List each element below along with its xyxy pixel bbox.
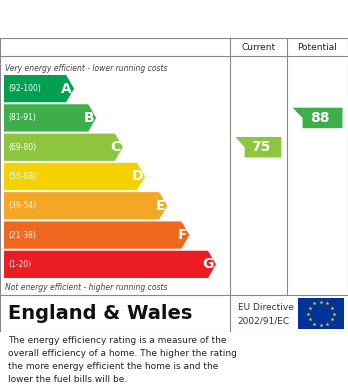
Text: A: A xyxy=(61,82,72,96)
Polygon shape xyxy=(4,251,216,278)
Text: 88: 88 xyxy=(310,111,330,125)
Text: (55-68): (55-68) xyxy=(8,172,36,181)
Text: Energy Efficiency Rating: Energy Efficiency Rating xyxy=(8,10,237,28)
Polygon shape xyxy=(4,163,145,190)
Text: England & Wales: England & Wales xyxy=(8,304,192,323)
Text: C: C xyxy=(111,140,121,154)
Polygon shape xyxy=(4,75,74,102)
Text: EU Directive: EU Directive xyxy=(238,303,294,312)
Polygon shape xyxy=(4,104,96,131)
Text: F: F xyxy=(178,228,187,242)
Text: Potential: Potential xyxy=(298,43,338,52)
Text: Current: Current xyxy=(241,43,276,52)
FancyBboxPatch shape xyxy=(298,298,344,329)
Polygon shape xyxy=(235,137,281,158)
Text: (81-91): (81-91) xyxy=(8,113,36,122)
Text: The energy efficiency rating is a measure of the
overall efficiency of a home. T: The energy efficiency rating is a measur… xyxy=(8,336,237,384)
Text: (69-80): (69-80) xyxy=(8,143,36,152)
Text: 2002/91/EC: 2002/91/EC xyxy=(238,316,290,325)
Text: 75: 75 xyxy=(251,140,270,154)
Text: Very energy efficient - lower running costs: Very energy efficient - lower running co… xyxy=(5,64,167,73)
Text: E: E xyxy=(156,199,165,213)
Polygon shape xyxy=(4,221,189,249)
Polygon shape xyxy=(4,192,167,219)
Text: (92-100): (92-100) xyxy=(8,84,41,93)
Text: G: G xyxy=(203,257,214,271)
Polygon shape xyxy=(293,108,342,128)
Text: (39-54): (39-54) xyxy=(8,201,36,210)
Text: (21-38): (21-38) xyxy=(8,231,36,240)
Text: Not energy efficient - higher running costs: Not energy efficient - higher running co… xyxy=(5,283,167,292)
Polygon shape xyxy=(4,134,123,161)
Text: (1-20): (1-20) xyxy=(8,260,31,269)
Text: B: B xyxy=(84,111,94,125)
Text: D: D xyxy=(132,170,143,183)
